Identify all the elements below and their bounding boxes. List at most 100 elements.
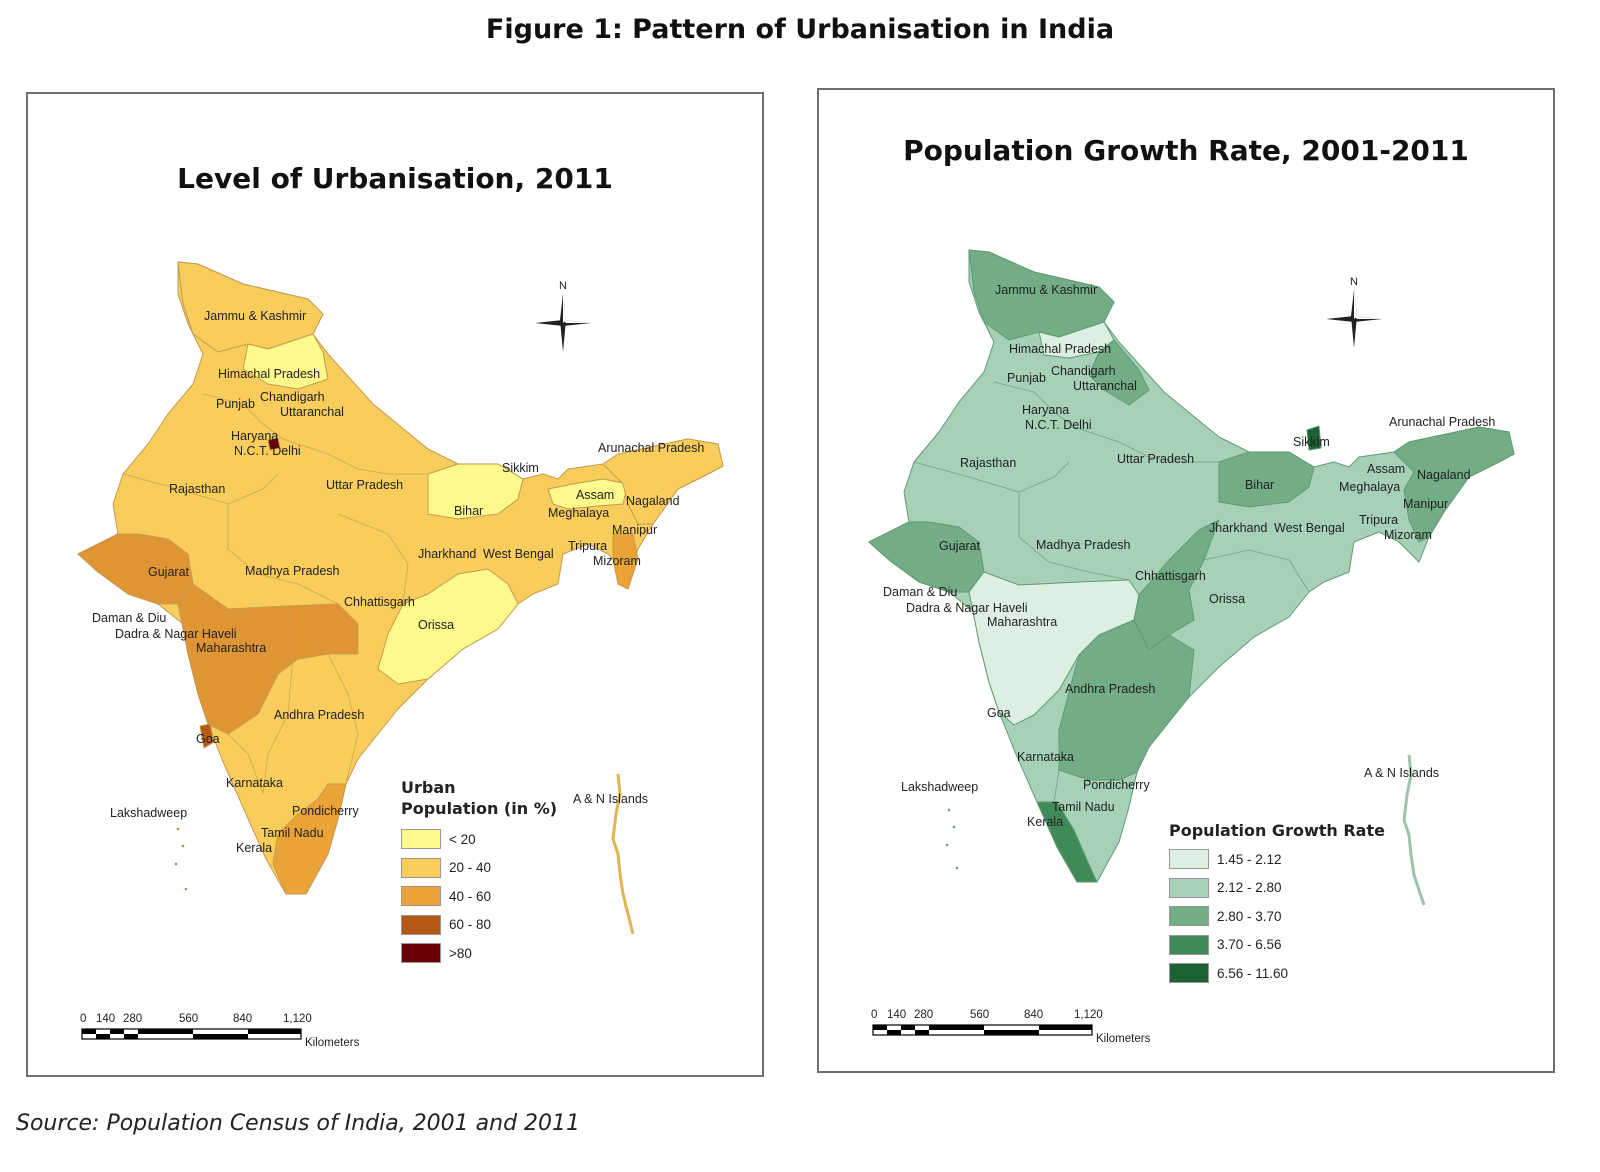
urbanisation-legend: Urban Population (in %) < 20 20 - 40 40 … — [401, 777, 557, 968]
state-label: A & N Islands — [573, 792, 649, 806]
state-label: Andhra Pradesh — [1065, 682, 1156, 696]
legend-label: 2.12 - 2.80 — [1217, 880, 1282, 896]
legend-label: 6.56 - 11.60 — [1217, 965, 1289, 981]
legend-item: 1.45 - 2.12 — [1169, 845, 1385, 874]
lakshadweep-dot — [176, 827, 180, 831]
state-label: Mizoram — [1384, 528, 1432, 542]
legend-item: 60 - 80 — [401, 911, 557, 940]
state-label: Goa — [987, 706, 1011, 720]
state-label: Meghalaya — [1339, 480, 1401, 494]
state-label: Chhattisgarh — [1135, 569, 1206, 583]
state-label: Tripura — [568, 539, 608, 553]
legend-item: 20 - 40 — [401, 854, 557, 883]
legend-swatch — [1169, 934, 1209, 955]
state-label: Bihar — [454, 504, 484, 518]
state-label: Nagaland — [1417, 468, 1471, 482]
compass-rose-icon: N — [1326, 276, 1382, 348]
lakshadweep-dot — [181, 844, 185, 848]
state-label: N.C.T. Delhi — [1025, 418, 1092, 432]
legend-swatch — [1169, 906, 1209, 927]
lakshadweep-dot — [955, 866, 959, 870]
state-label: Haryana — [1022, 403, 1070, 417]
legend-swatch — [401, 857, 441, 878]
state-label: Mizoram — [593, 554, 641, 568]
state-label: Kerala — [236, 841, 273, 855]
state-label: Arunachal Pradesh — [598, 441, 705, 455]
state-label: Tripura — [1359, 513, 1399, 527]
legend-swatch — [1169, 963, 1209, 984]
state-label: Kerala — [1027, 815, 1064, 829]
population-growth-legend: Population Growth Rate 1.45 - 2.12 2.12 … — [1169, 820, 1385, 988]
assam-shape — [547, 478, 629, 510]
legend-item: < 20 — [401, 825, 557, 854]
scale-tick-label: 0 — [80, 1013, 86, 1025]
northeast-shape — [1393, 426, 1515, 543]
state-label: Nagaland — [626, 494, 680, 508]
state-label: Chandigarh — [1051, 364, 1116, 378]
legend-title: Population Growth Rate — [1169, 821, 1385, 840]
legend-item: 2.12 - 2.80 — [1169, 874, 1385, 903]
urbanisation-map-panel: Level of Urbanisation, 2011 N Jammu & Ka… — [26, 92, 764, 1077]
legend-swatch — [1169, 849, 1209, 870]
scale-unit-label: Kilometers — [305, 1037, 360, 1049]
legend-title: Urban — [401, 778, 456, 797]
state-label: Lakshadweep — [901, 780, 979, 794]
mizoram-shape — [612, 533, 639, 590]
lakshadweep-dot — [174, 862, 178, 866]
scale-bar: 0 140 280 560 840 1,120 Kilometers — [80, 1013, 360, 1049]
kerala-shape — [1036, 801, 1098, 883]
scale-tick-label: 560 — [970, 1009, 989, 1021]
state-label: Pondicherry — [292, 804, 359, 818]
maharashtra-shape — [177, 583, 359, 735]
state-label: Bihar — [1245, 478, 1275, 492]
lakshadweep-dot — [184, 887, 188, 891]
state-label: Manipur — [612, 523, 658, 537]
state-label: Orissa — [1209, 592, 1246, 606]
state-label: Gujarat — [939, 539, 980, 553]
population-growth-map-title: Population Growth Rate, 2001-2011 — [903, 134, 1469, 167]
population-growth-map — [868, 249, 1515, 906]
urbanisation-map-title: Level of Urbanisation, 2011 — [177, 162, 613, 195]
state-label: Goa — [196, 732, 220, 746]
scale-tick-label: 840 — [233, 1013, 252, 1025]
legend-swatch — [1169, 877, 1209, 898]
state-label: Uttar Pradesh — [1117, 452, 1195, 466]
legend-item: 2.80 - 3.70 — [1169, 902, 1385, 931]
lakshadweep-dot — [952, 825, 956, 829]
state-label: Himachal Pradesh — [218, 367, 321, 381]
state-label: Uttar Pradesh — [326, 478, 404, 492]
northeast-shape — [602, 438, 724, 525]
compass-north-letter: N — [559, 280, 567, 292]
scale-tick-label: 280 — [914, 1009, 933, 1021]
scale-tick-label: 140 — [887, 1009, 906, 1021]
scale-tick-label: 1,120 — [1074, 1009, 1103, 1021]
compass-north-letter: N — [1350, 276, 1358, 288]
tamil-nadu-shape — [272, 783, 347, 895]
state-label: Orissa — [418, 618, 455, 632]
legend-label: 20 - 40 — [449, 860, 492, 876]
state-label: Sikkim — [502, 461, 539, 475]
state-label: Daman & Diu — [92, 611, 167, 625]
legend-swatch — [401, 943, 441, 964]
state-label: Pondicherry — [1083, 778, 1150, 792]
state-label: Jharkhand — [418, 547, 477, 561]
urbanisation-map — [77, 261, 724, 935]
goa-shape — [199, 723, 215, 749]
legend-label: 1.45 - 2.12 — [1217, 851, 1282, 867]
state-label: A & N Islands — [1364, 766, 1440, 780]
source-note: Source: Population Census of India, 2001… — [16, 1111, 581, 1136]
state-label: Arunachal Pradesh — [1389, 415, 1496, 429]
legend-title: Population (in %) — [401, 799, 558, 818]
scale-tick-label: 1,120 — [283, 1013, 312, 1025]
state-label: Jammu & Kashmir — [995, 283, 1098, 297]
scale-bar: 0 140 280 560 840 1,120 Kilometers — [871, 1009, 1151, 1045]
state-label: N.C.T. Delhi — [234, 444, 301, 458]
figure-title: Figure 1: Pattern of Urbanisation in Ind… — [485, 14, 1115, 45]
state-label: Dadra & Nagar Haveli — [906, 601, 1028, 615]
andaman-islands-shape — [611, 773, 635, 935]
scale-tick-label: 840 — [1024, 1009, 1043, 1021]
state-label: Uttaranchal — [280, 405, 344, 419]
state-label: Lakshadweep — [110, 806, 188, 820]
state-label: Jharkhand — [1209, 521, 1268, 535]
legend-label: 40 - 60 — [449, 888, 492, 904]
